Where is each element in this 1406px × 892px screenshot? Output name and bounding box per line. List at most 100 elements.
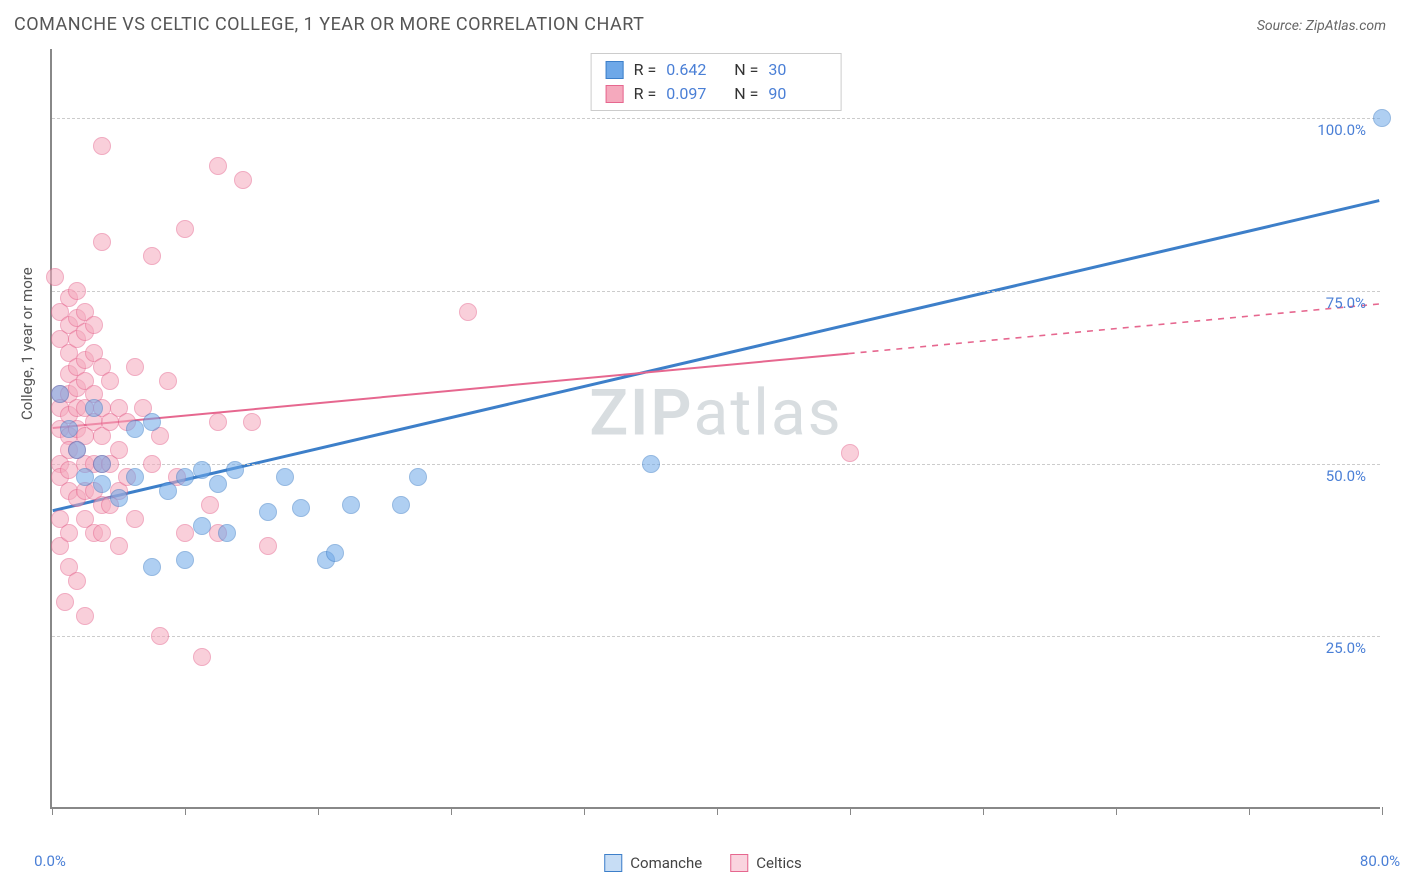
y-tick-label: 25.0%	[1326, 639, 1366, 657]
data-point	[176, 468, 194, 486]
data-point	[159, 372, 177, 390]
data-point	[68, 282, 86, 300]
data-point	[143, 455, 161, 473]
x-tick	[451, 807, 452, 815]
stat-r-label: R =	[634, 58, 657, 82]
data-point	[259, 537, 277, 555]
stat-n-label: N =	[734, 82, 758, 106]
data-point	[93, 233, 111, 251]
x-tick	[185, 807, 186, 815]
gridline	[52, 464, 1380, 465]
data-point	[93, 524, 111, 542]
stat-n-value: 90	[768, 82, 826, 106]
series-legend: Comanche Celtics	[604, 854, 802, 872]
watermark: ZIPatlas	[589, 375, 842, 450]
data-point	[276, 468, 294, 486]
legend-stat-row: R = 0.097 N = 90	[606, 82, 827, 106]
x-tick	[1382, 807, 1383, 815]
data-point	[60, 420, 78, 438]
data-point	[60, 524, 78, 542]
data-point	[110, 441, 128, 459]
data-point	[151, 627, 169, 645]
data-point	[392, 496, 410, 514]
y-axis-label: College, 1 year or more	[18, 267, 36, 420]
correlation-legend: R =0.642N =30R = 0.097 N = 90	[591, 53, 842, 111]
legend-item: Comanche	[604, 854, 702, 872]
scatter-chart: ZIPatlas R =0.642N =30R = 0.097 N = 90 25.0…	[50, 49, 1380, 809]
stat-r-label: R =	[634, 82, 657, 106]
chart-title: COMANCHE VS CELTIC COLLEGE, 1 YEAR OR MO…	[14, 14, 644, 35]
y-tick-label: 75.0%	[1326, 294, 1366, 312]
data-point	[176, 220, 194, 238]
data-point	[93, 137, 111, 155]
data-point	[243, 413, 261, 431]
data-point	[459, 303, 477, 321]
x-tick	[52, 807, 53, 815]
data-point	[193, 517, 211, 535]
stat-r-value: 0.097	[666, 82, 724, 106]
x-tick	[584, 807, 585, 815]
x-tick	[983, 807, 984, 815]
data-point	[85, 316, 103, 334]
data-point	[209, 413, 227, 431]
y-tick-label: 50.0%	[1326, 467, 1366, 485]
data-point	[209, 475, 227, 493]
data-point	[326, 544, 344, 562]
legend-swatch	[604, 854, 622, 872]
data-point	[841, 444, 859, 462]
data-point	[46, 268, 64, 286]
data-point	[143, 413, 161, 431]
data-point	[209, 157, 227, 175]
data-point	[51, 385, 69, 403]
data-point	[110, 537, 128, 555]
data-point	[126, 468, 144, 486]
source-attribution: Source: ZipAtlas.com	[1257, 18, 1386, 34]
data-point	[93, 475, 111, 493]
trendline	[53, 354, 849, 428]
data-point	[143, 558, 161, 576]
data-point	[101, 372, 119, 390]
legend-label: Comanche	[630, 854, 702, 872]
legend-item: Celtics	[730, 854, 802, 872]
legend-swatch	[730, 854, 748, 872]
gridline	[52, 291, 1380, 292]
data-point	[193, 648, 211, 666]
data-point	[193, 461, 211, 479]
data-point	[292, 499, 310, 517]
data-point	[56, 593, 74, 611]
data-point	[259, 503, 277, 521]
legend-label: Celtics	[756, 854, 802, 872]
trendline-extrapolated	[849, 304, 1380, 354]
data-point	[1373, 109, 1391, 127]
data-point	[201, 496, 219, 514]
legend-swatch	[606, 85, 624, 103]
data-point	[143, 247, 161, 265]
data-point	[159, 482, 177, 500]
data-point	[226, 461, 244, 479]
data-point	[68, 572, 86, 590]
data-point	[126, 510, 144, 528]
data-point	[642, 455, 660, 473]
x-tick	[318, 807, 319, 815]
data-point	[76, 607, 94, 625]
data-point	[126, 358, 144, 376]
x-tick	[717, 807, 718, 815]
data-point	[85, 399, 103, 417]
data-point	[60, 461, 78, 479]
x-tick-label: 0.0%	[34, 852, 66, 870]
data-point	[176, 524, 194, 542]
legend-swatch	[606, 61, 624, 79]
x-tick	[1249, 807, 1250, 815]
data-point	[409, 468, 427, 486]
data-point	[93, 455, 111, 473]
gridline	[52, 636, 1380, 637]
stat-n-label: N =	[734, 58, 758, 82]
legend-stat-row: R =0.642N =30	[606, 58, 827, 82]
data-point	[342, 496, 360, 514]
x-tick	[1116, 807, 1117, 815]
data-point	[126, 420, 144, 438]
data-point	[176, 551, 194, 569]
data-point	[110, 489, 128, 507]
x-tick	[850, 807, 851, 815]
x-tick-label: 80.0%	[1360, 852, 1400, 870]
